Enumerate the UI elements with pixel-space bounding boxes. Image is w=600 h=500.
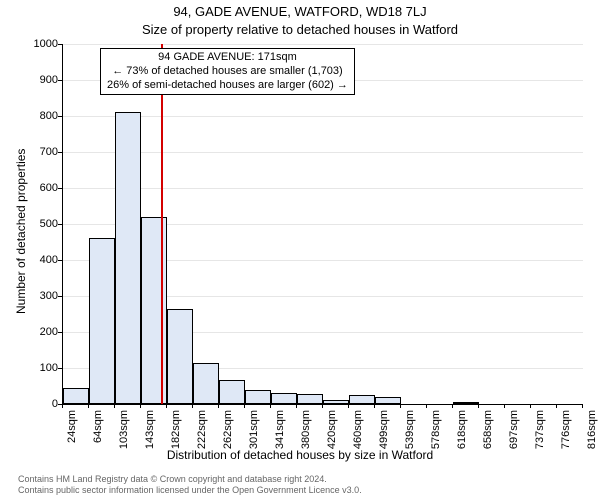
y-tick-label: 100 bbox=[18, 362, 58, 374]
x-tick-label: 776sqm bbox=[560, 410, 572, 470]
histogram-bar bbox=[375, 397, 401, 404]
page-title-address: 94, GADE AVENUE, WATFORD, WD18 7LJ bbox=[0, 4, 600, 19]
footer-attribution: Contains HM Land Registry data © Crown c… bbox=[18, 474, 362, 496]
footer-line-2: Contains public sector information licen… bbox=[18, 485, 362, 496]
property-size-marker bbox=[161, 44, 163, 404]
x-tick-label: 697sqm bbox=[508, 410, 520, 470]
histogram-bar bbox=[297, 394, 323, 404]
x-tick-label: 64sqm bbox=[92, 410, 104, 470]
histogram-bar bbox=[63, 388, 89, 404]
histogram-bar bbox=[167, 309, 193, 404]
histogram-bar bbox=[453, 402, 479, 404]
y-tick-label: 600 bbox=[18, 182, 58, 194]
x-tick-label: 460sqm bbox=[352, 410, 364, 470]
y-tick-label: 700 bbox=[18, 146, 58, 158]
x-tick-label: 578sqm bbox=[430, 410, 442, 470]
histogram-bar bbox=[323, 400, 349, 404]
y-tick-label: 200 bbox=[18, 326, 58, 338]
y-tick-label: 400 bbox=[18, 254, 58, 266]
annotation-line-1: 94 GADE AVENUE: 171sqm bbox=[107, 51, 348, 65]
y-tick-label: 900 bbox=[18, 74, 58, 86]
histogram-bar bbox=[219, 380, 245, 404]
x-tick-label: 24sqm bbox=[66, 410, 78, 470]
x-tick-label: 341sqm bbox=[274, 410, 286, 470]
x-tick-label: 499sqm bbox=[378, 410, 390, 470]
histogram-plot-area bbox=[62, 44, 583, 405]
footer-line-1: Contains HM Land Registry data © Crown c… bbox=[18, 474, 362, 485]
histogram-bar bbox=[349, 395, 375, 404]
histogram-bar bbox=[89, 238, 115, 404]
x-tick-label: 420sqm bbox=[326, 410, 338, 470]
histogram-bar bbox=[245, 390, 271, 404]
y-tick-label: 300 bbox=[18, 290, 58, 302]
y-tick-label: 800 bbox=[18, 110, 58, 122]
x-tick-label: 737sqm bbox=[534, 410, 546, 470]
x-tick-label: 262sqm bbox=[222, 410, 234, 470]
x-tick-label: 380sqm bbox=[300, 410, 312, 470]
histogram-bar bbox=[271, 393, 297, 404]
x-tick-label: 618sqm bbox=[456, 410, 468, 470]
x-tick-label: 816sqm bbox=[586, 410, 598, 470]
x-tick-label: 103sqm bbox=[118, 410, 130, 470]
x-tick-label: 182sqm bbox=[170, 410, 182, 470]
x-tick-label: 539sqm bbox=[404, 410, 416, 470]
x-tick-label: 222sqm bbox=[196, 410, 208, 470]
marker-annotation-box: 94 GADE AVENUE: 171sqm ← 73% of detached… bbox=[100, 48, 355, 95]
histogram-bar bbox=[141, 217, 167, 404]
annotation-line-2: ← 73% of detached houses are smaller (1,… bbox=[107, 65, 348, 79]
y-tick-label: 500 bbox=[18, 218, 58, 230]
annotation-line-3: 26% of semi-detached houses are larger (… bbox=[107, 79, 348, 93]
y-tick-label: 0 bbox=[18, 398, 58, 410]
page-title-subtitle: Size of property relative to detached ho… bbox=[0, 22, 600, 37]
histogram-bar bbox=[115, 112, 141, 404]
histogram-bar bbox=[193, 363, 219, 404]
x-tick-label: 143sqm bbox=[144, 410, 156, 470]
y-tick-label: 1000 bbox=[18, 38, 58, 50]
x-tick-label: 301sqm bbox=[248, 410, 260, 470]
x-tick-label: 658sqm bbox=[482, 410, 494, 470]
